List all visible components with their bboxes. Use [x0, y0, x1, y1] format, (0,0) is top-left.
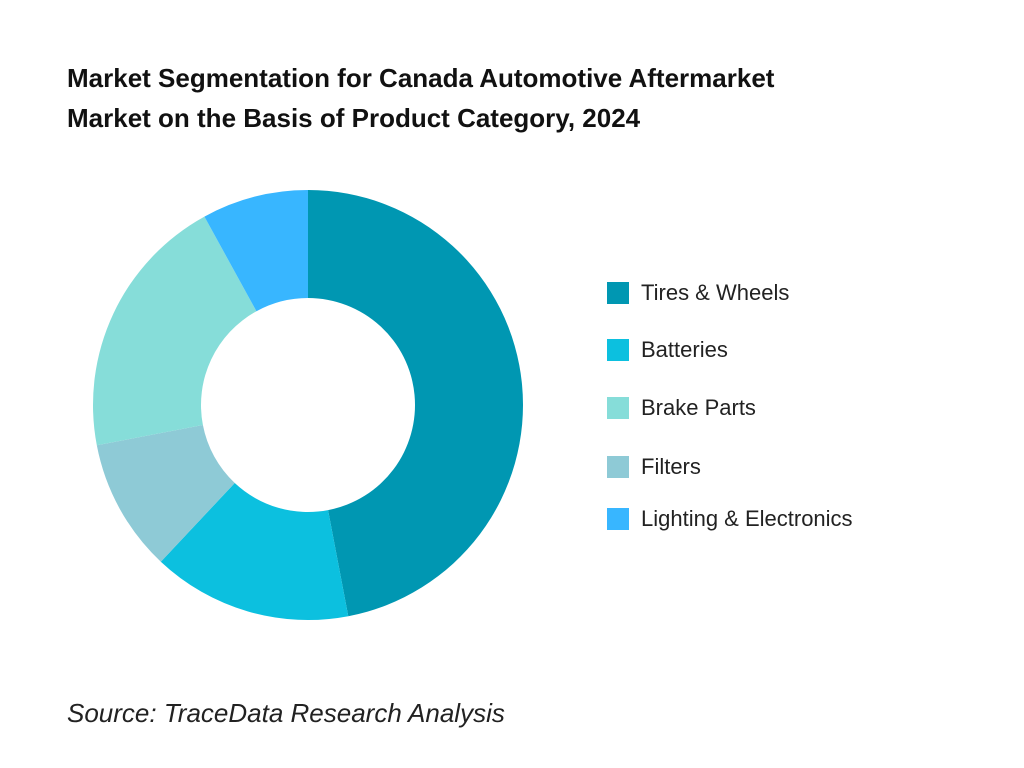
- legend-label-filters: Filters: [641, 454, 701, 479]
- chart-title-line-2: Market on the Basis of Product Category,…: [67, 103, 641, 133]
- donut-slice-filters: [96, 425, 235, 562]
- donut-slice-tires-wheels: [308, 189, 524, 617]
- legend-label-batteries: Batteries: [641, 337, 728, 362]
- legend-item-tires-wheels: Tires & Wheels: [607, 278, 789, 308]
- legend-swatch-brake-parts: [607, 397, 629, 419]
- legend-swatch-filters: [607, 456, 629, 478]
- chart-title: Market Segmentation for Canada Automotiv…: [67, 58, 967, 138]
- legend-swatch-lighting-electronics: [607, 508, 629, 530]
- legend-swatch-batteries: [607, 339, 629, 361]
- legend-swatch-tires-wheels: [607, 282, 629, 304]
- legend-label-lighting-electronics: Lighting & Electronics: [641, 506, 853, 531]
- donut-slice-brake-parts: [92, 216, 257, 446]
- donut-slice-lighting-electronics: [204, 190, 308, 312]
- source-note: Source: TraceData Research Analysis: [67, 698, 505, 728]
- legend-label-brake-parts: Brake Parts: [641, 395, 756, 420]
- legend-label-tires-wheels: Tires & Wheels: [641, 280, 790, 305]
- legend-item-filters: Filters: [607, 452, 701, 482]
- legend-item-batteries: Batteries: [607, 335, 728, 365]
- chart-title-line-1: Market Segmentation for Canada Automotiv…: [67, 63, 775, 93]
- donut-slice-batteries: [160, 482, 349, 620]
- legend-item-brake-parts: Brake Parts: [607, 393, 756, 423]
- legend-item-lighting-electronics: Lighting & Electronics: [607, 504, 853, 534]
- donut-slices: [92, 189, 524, 620]
